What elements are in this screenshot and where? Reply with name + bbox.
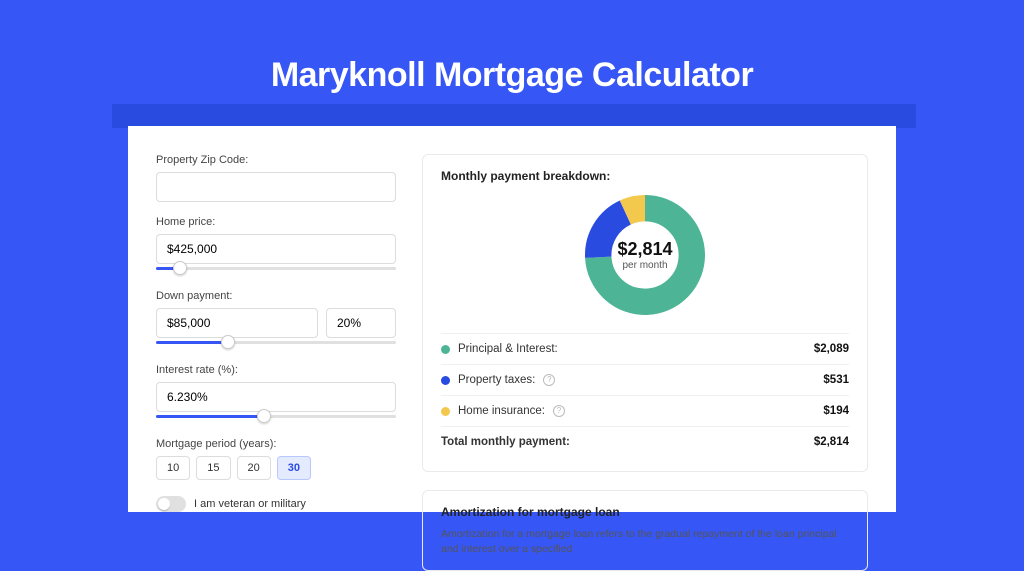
period-pill-20[interactable]: 20 [237, 456, 271, 480]
legend-label: Property taxes: [458, 374, 535, 386]
breakdown-total-row: Total monthly payment: $2,814 [441, 427, 849, 457]
period-pill-15[interactable]: 15 [196, 456, 230, 480]
interest-field: Interest rate (%): [156, 364, 396, 424]
legend-value: $194 [823, 405, 849, 417]
down-payment-field: Down payment: [156, 290, 396, 350]
donut-center-amount: $2,814 [617, 239, 672, 260]
breakdown-title: Monthly payment breakdown: [441, 169, 849, 183]
info-icon[interactable]: ? [543, 374, 555, 386]
form-column: Property Zip Code: Home price: Down paym… [156, 154, 396, 512]
amortization-panel: Amortization for mortgage loan Amortizat… [422, 490, 868, 571]
down-payment-slider[interactable] [156, 336, 396, 350]
total-label: Total monthly payment: [441, 436, 570, 448]
down-payment-label: Down payment: [156, 290, 396, 302]
page-title: Maryknoll Mortgage Calculator [0, 0, 1024, 95]
home-price-label: Home price: [156, 216, 396, 228]
veteran-label: I am veteran or military [194, 498, 306, 510]
period-pill-30[interactable]: 30 [277, 456, 311, 480]
header-shadow [112, 104, 916, 128]
period-label: Mortgage period (years): [156, 438, 396, 450]
down-payment-percent-input[interactable] [326, 308, 396, 338]
zip-label: Property Zip Code: [156, 154, 396, 166]
donut-center-sub: per month [622, 260, 667, 271]
legend-value: $531 [823, 374, 849, 386]
donut-chart: $2,814 per month [441, 191, 849, 319]
calculator-card: Property Zip Code: Home price: Down paym… [128, 126, 896, 512]
home-price-input[interactable] [156, 234, 396, 264]
zip-input[interactable] [156, 172, 396, 202]
breakdown-row: Principal & Interest: $2,089 [441, 334, 849, 365]
breakdown-panel: Monthly payment breakdown: $2,814 per mo… [422, 154, 868, 472]
interest-slider[interactable] [156, 410, 396, 424]
info-icon[interactable]: ? [553, 405, 565, 417]
zip-field: Property Zip Code: [156, 154, 396, 202]
legend-label: Home insurance: [458, 405, 545, 417]
interest-label: Interest rate (%): [156, 364, 396, 376]
home-price-field: Home price: [156, 216, 396, 276]
legend-value: $2,089 [814, 343, 849, 355]
amortization-title: Amortization for mortgage loan [441, 505, 849, 519]
interest-input[interactable] [156, 382, 396, 412]
legend-label: Principal & Interest: [458, 343, 558, 355]
amortization-body: Amortization for a mortgage loan refers … [441, 527, 849, 556]
breakdown-row: Home insurance:? $194 [441, 396, 849, 427]
down-payment-amount-input[interactable] [156, 308, 318, 338]
legend-dot [441, 376, 450, 385]
veteran-toggle[interactable] [156, 496, 186, 512]
period-pills: 1015 2030 [156, 456, 396, 480]
breakdown-row: Property taxes:? $531 [441, 365, 849, 396]
legend-dot [441, 345, 450, 354]
home-price-slider[interactable] [156, 262, 396, 276]
veteran-row: I am veteran or military [156, 496, 396, 512]
total-value: $2,814 [814, 436, 849, 448]
period-field: Mortgage period (years): 1015 2030 [156, 438, 396, 480]
period-pill-10[interactable]: 10 [156, 456, 190, 480]
breakdown-rows: Principal & Interest: $2,089 Property taxe… [441, 333, 849, 457]
legend-dot [441, 407, 450, 416]
results-column: Monthly payment breakdown: $2,814 per mo… [422, 154, 868, 512]
